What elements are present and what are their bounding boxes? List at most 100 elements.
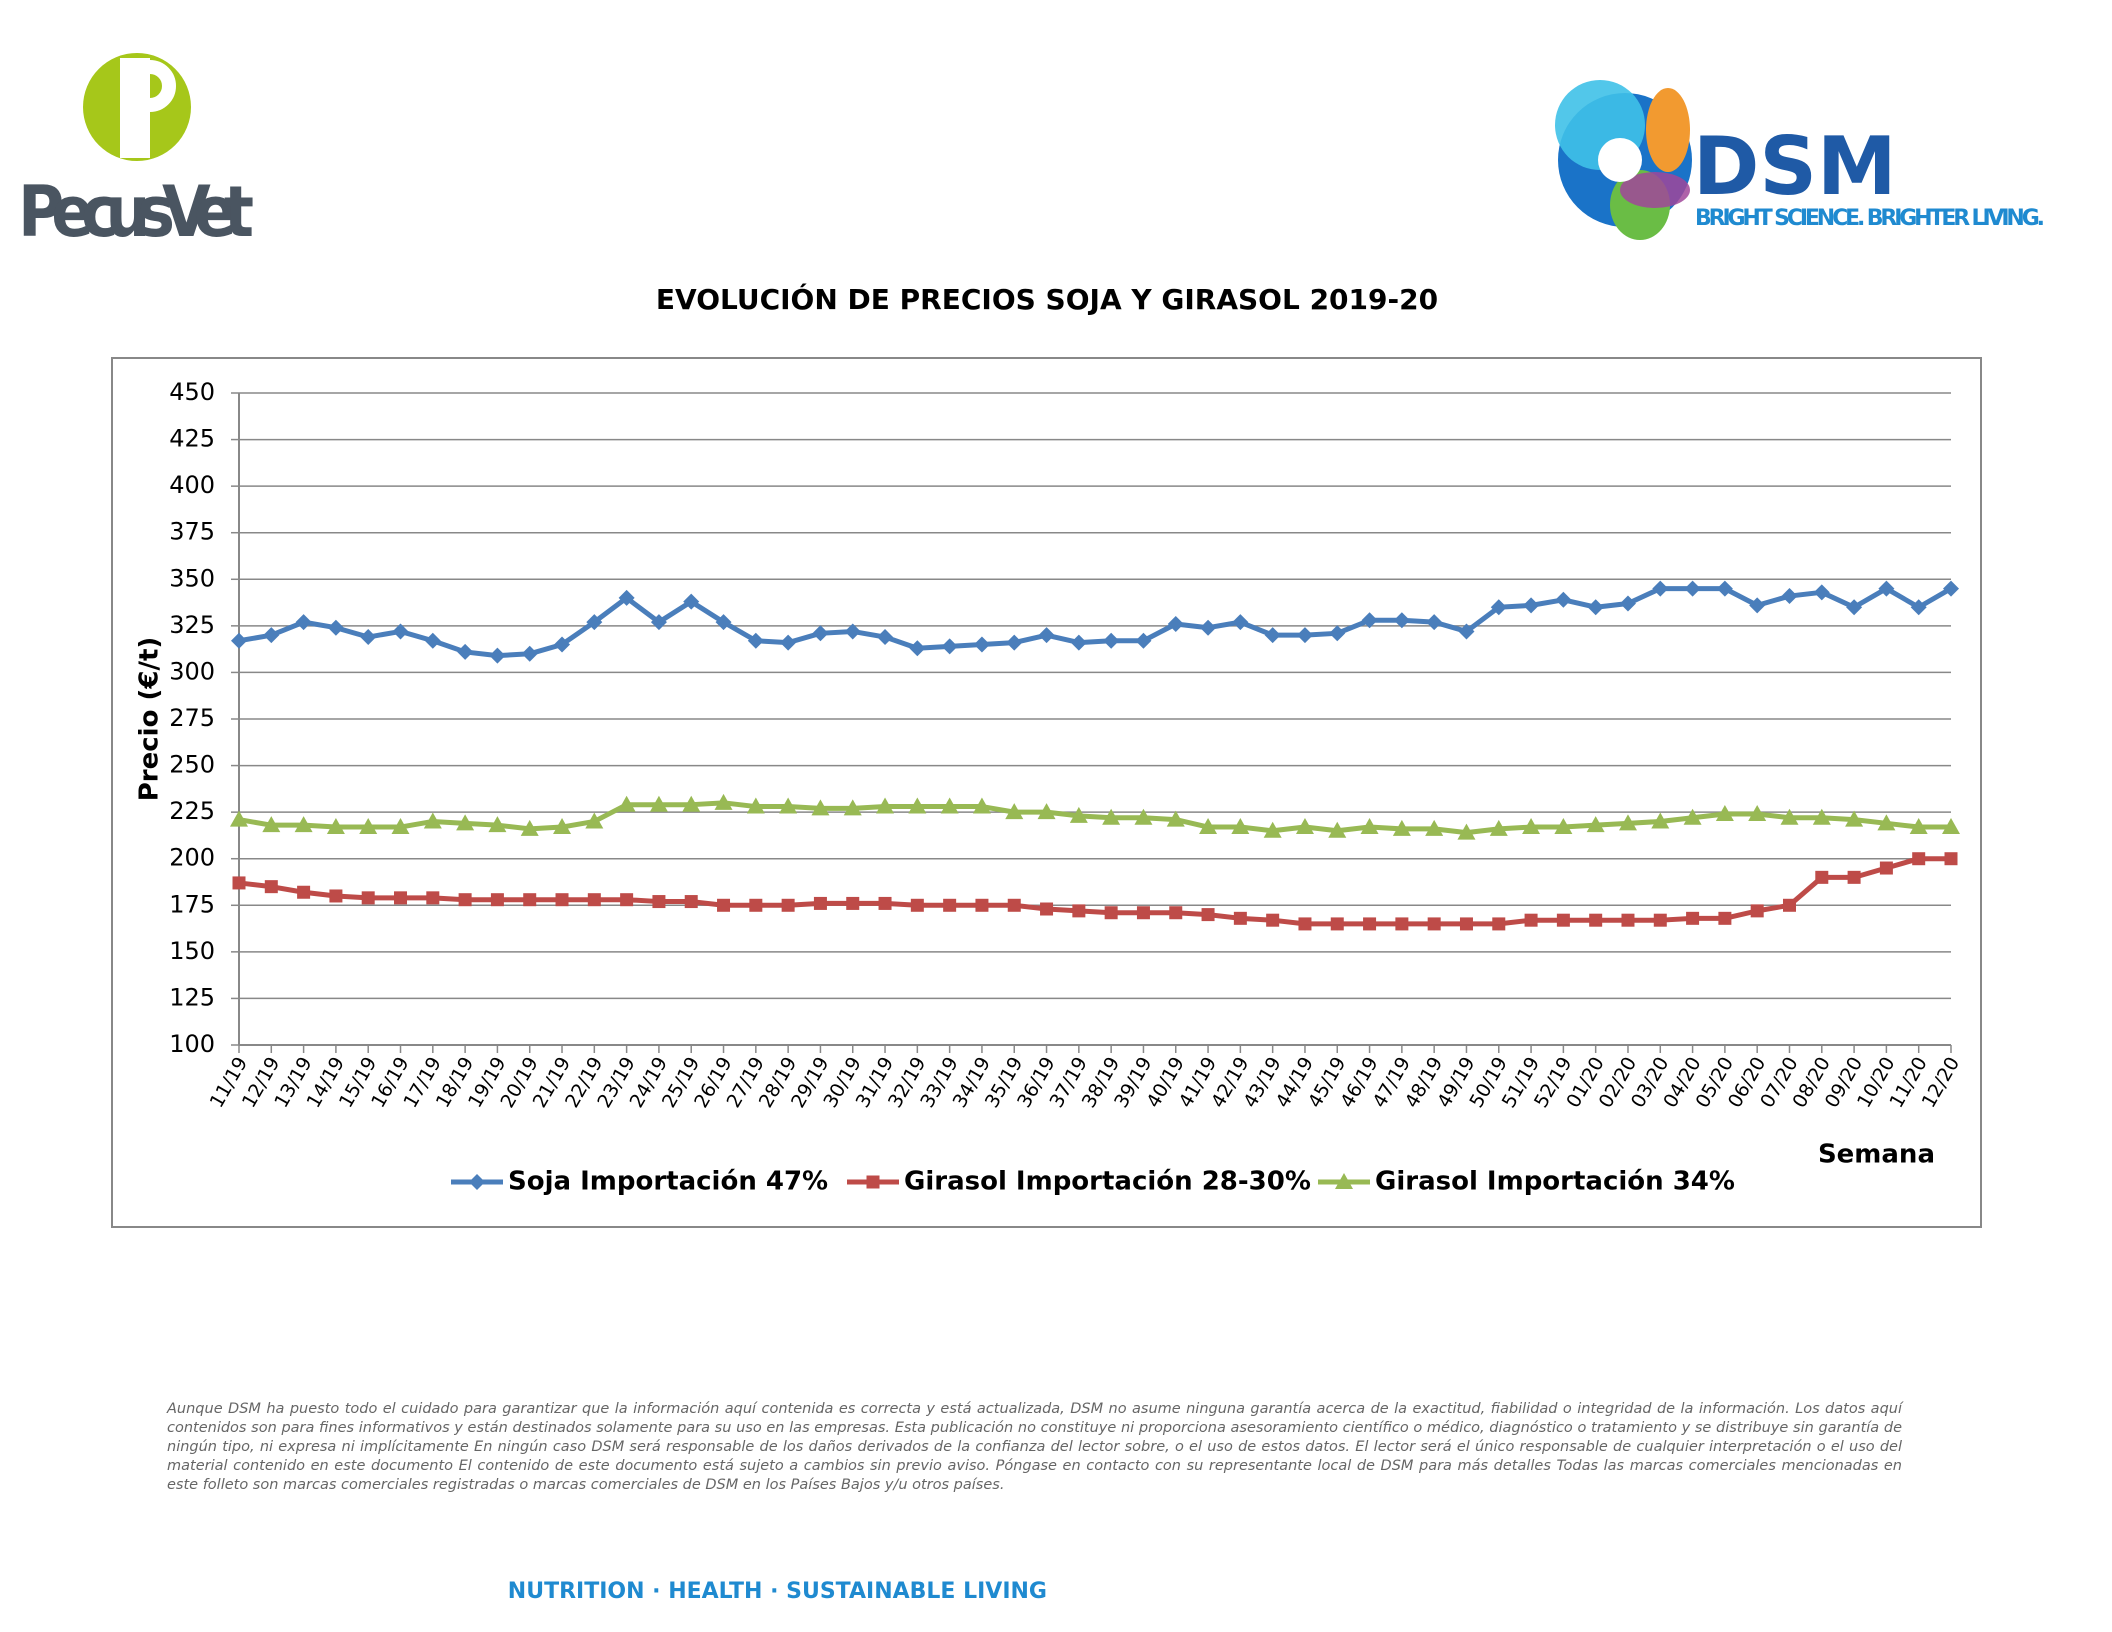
data-point	[1653, 913, 1667, 927]
data-point	[1619, 595, 1636, 612]
chart-frame	[111, 357, 1982, 1228]
data-point	[263, 627, 280, 644]
legend-marker	[866, 1175, 880, 1189]
x-axis-label: Semana	[1818, 1140, 1935, 1170]
data-point	[1522, 818, 1541, 835]
data-point	[230, 810, 248, 827]
data-point	[1360, 818, 1379, 835]
data-point	[1846, 599, 1863, 616]
data-point	[327, 619, 344, 636]
y-tick-label: 250	[169, 751, 215, 779]
logo-center	[1598, 138, 1642, 182]
data-point	[618, 589, 635, 606]
y-tick-label: 175	[169, 890, 215, 918]
data-point	[1233, 911, 1247, 925]
data-point	[1201, 908, 1215, 922]
data-point	[1459, 917, 1473, 931]
data-point	[1231, 818, 1250, 835]
y-tick-label: 400	[169, 471, 215, 499]
data-point	[1005, 803, 1024, 820]
data-point	[1683, 808, 1702, 825]
data-point	[359, 818, 378, 835]
data-point	[1264, 627, 1281, 644]
y-tick-label: 100	[169, 1030, 215, 1058]
y-tick-label: 275	[169, 704, 215, 732]
data-point	[973, 636, 990, 653]
legend-label: Girasol Importación 34%	[1375, 1167, 1735, 1197]
data-point	[1427, 917, 1441, 931]
data-point	[490, 893, 504, 907]
data-point	[392, 623, 409, 640]
data-point	[683, 593, 700, 610]
y-axis-label: Precio (€/t)	[135, 637, 165, 802]
y-tick-label: 125	[169, 983, 215, 1011]
data-point	[361, 891, 375, 905]
data-point	[1457, 823, 1476, 840]
logo-swirl	[1620, 172, 1690, 208]
data-point	[232, 876, 246, 890]
data-point	[329, 889, 343, 903]
data-point	[1492, 917, 1506, 931]
data-point	[1490, 599, 1507, 616]
data-point	[1395, 917, 1409, 931]
data-point	[746, 797, 765, 814]
data-point	[975, 898, 989, 912]
data-point	[812, 625, 829, 642]
data-point	[715, 614, 732, 631]
data-point	[1363, 917, 1377, 931]
data-point	[231, 632, 247, 649]
data-point	[1295, 818, 1314, 835]
data-point	[1877, 814, 1896, 831]
data-point	[943, 898, 957, 912]
data-point	[1651, 812, 1670, 829]
data-point	[489, 647, 506, 664]
data-point	[940, 797, 959, 814]
data-point	[877, 629, 894, 646]
data-point	[1718, 911, 1732, 925]
logo-swirl	[1646, 88, 1690, 172]
data-point	[1618, 814, 1637, 831]
data-point	[682, 795, 701, 812]
data-point	[1815, 870, 1829, 884]
data-point	[297, 885, 311, 899]
data-point	[1134, 808, 1153, 825]
data-point	[585, 812, 604, 829]
y-tick-label: 350	[169, 564, 215, 592]
data-point	[941, 638, 958, 655]
footer: NUTRITION · HEALTH · SUSTAINABLE LIVING	[508, 1579, 1047, 1604]
pecusvet-logo: PecusVet	[18, 53, 254, 253]
series-line	[238, 800, 1951, 836]
data-point	[1943, 580, 1959, 597]
data-point	[360, 629, 377, 646]
data-point	[649, 795, 668, 812]
data-point	[1135, 632, 1152, 649]
legend-label: Soja Importación 47%	[508, 1167, 828, 1197]
data-point	[1361, 612, 1378, 629]
data-point	[1909, 818, 1928, 835]
data-point	[1103, 632, 1120, 649]
data-point	[1847, 870, 1861, 884]
data-point	[652, 895, 666, 909]
data-point	[1780, 808, 1799, 825]
data-point	[294, 816, 313, 833]
y-tick-label: 325	[169, 611, 215, 639]
data-point	[843, 799, 862, 816]
data-point	[1104, 906, 1118, 920]
data-point	[1425, 819, 1444, 836]
data-point	[1200, 619, 1217, 636]
data-point	[1169, 906, 1183, 920]
data-point	[1750, 904, 1764, 918]
data-point	[617, 795, 636, 812]
data-point	[1879, 861, 1893, 875]
tagline: BRIGHT SCIENCE. BRIGHTER LIVING.	[1695, 206, 2045, 231]
data-point	[456, 814, 475, 831]
data-point	[1586, 816, 1605, 833]
data-point	[587, 893, 601, 907]
data-point	[779, 797, 798, 814]
data-point	[1587, 599, 1604, 616]
data-point	[1392, 819, 1411, 836]
data-point	[1458, 623, 1475, 640]
data-point	[1812, 808, 1831, 825]
